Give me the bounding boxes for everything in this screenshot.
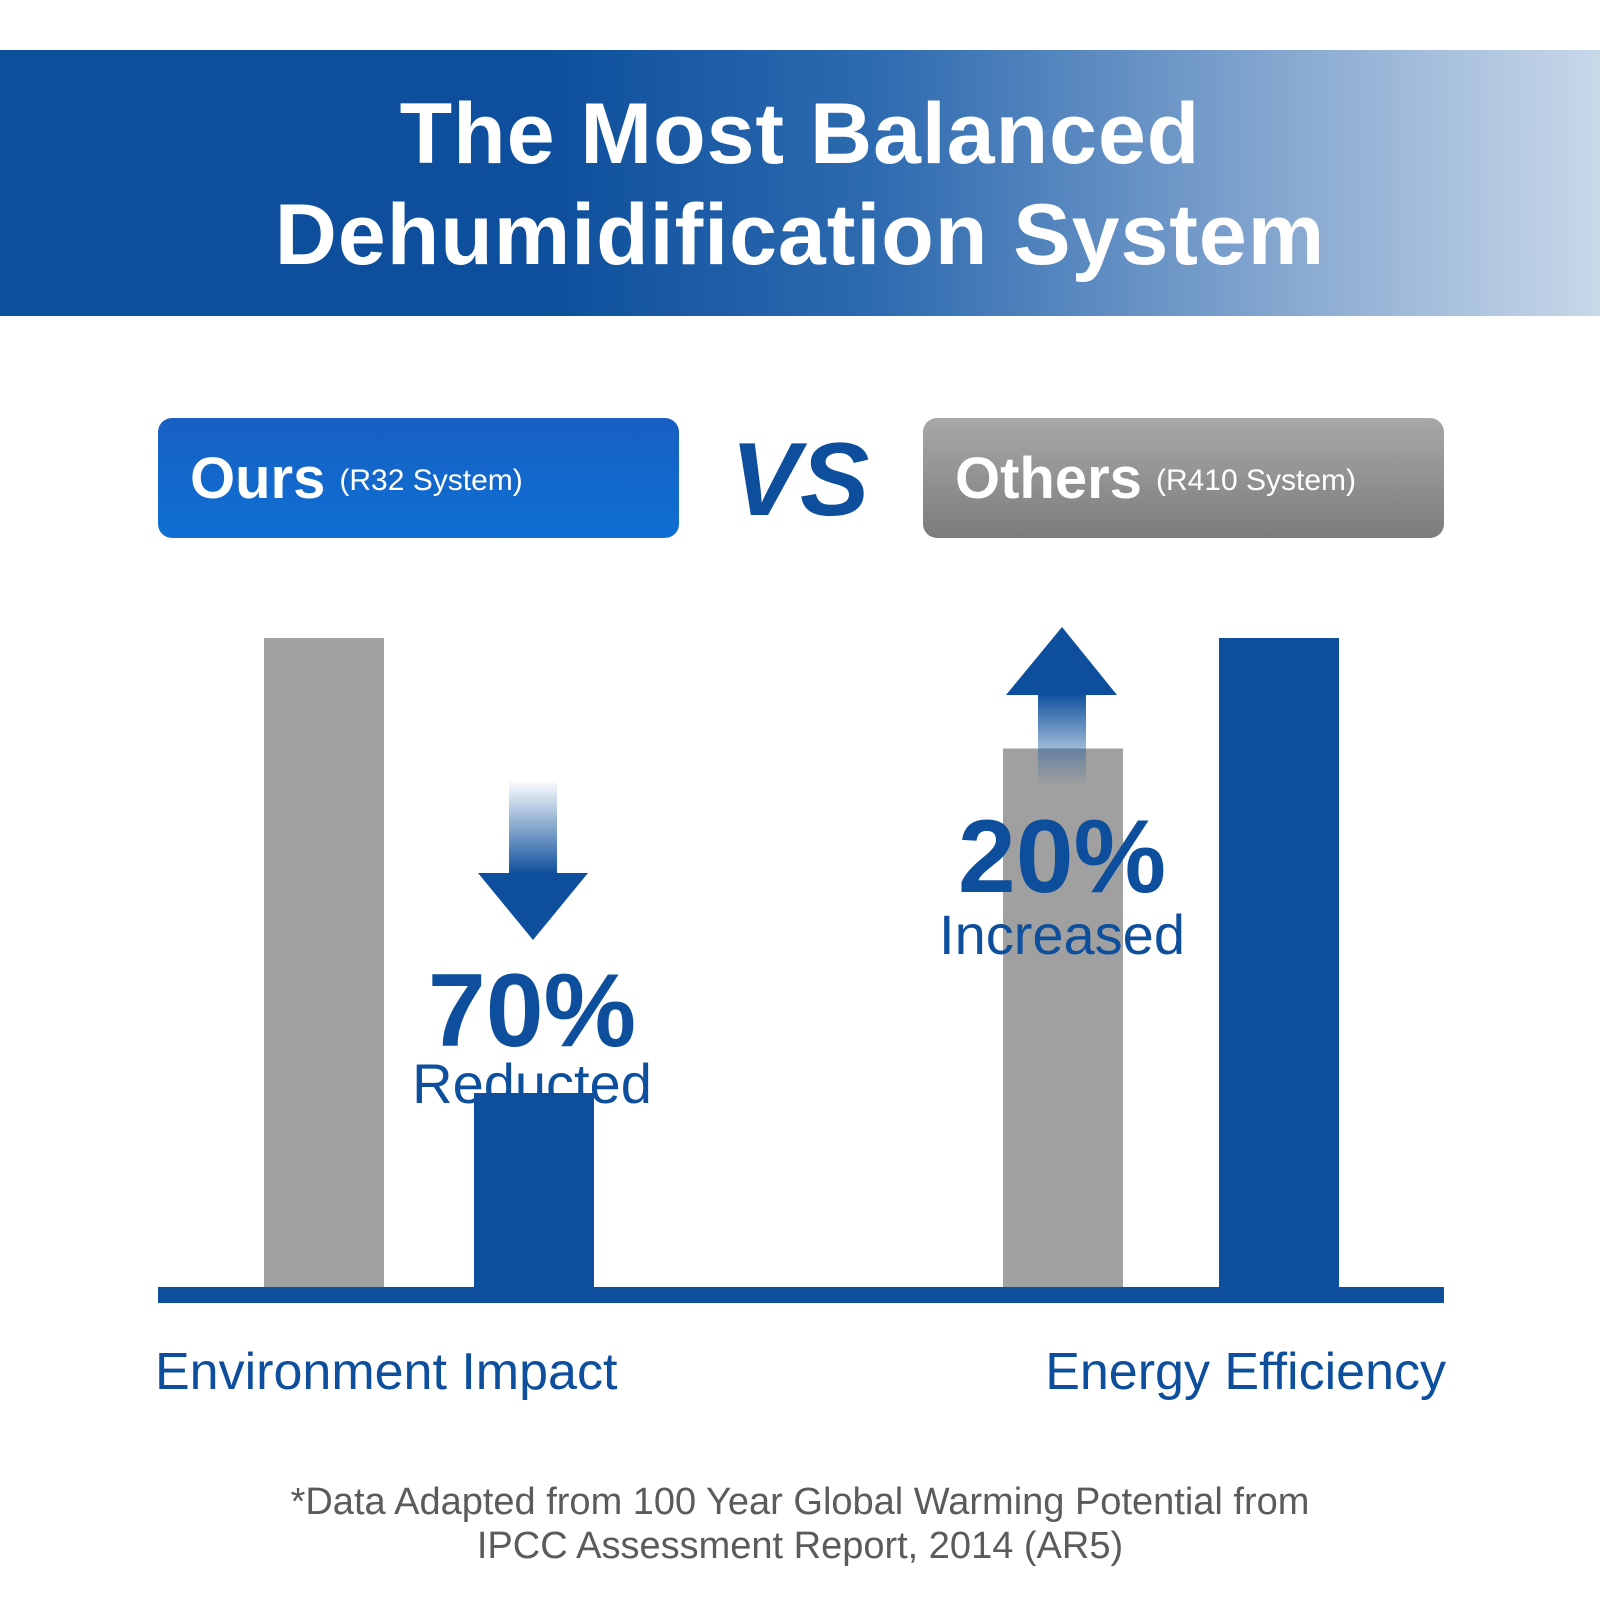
annotation-env-label: Reducted	[412, 1052, 652, 1115]
legend-others-label: Others	[955, 445, 1142, 511]
bar-environment-ours	[474, 1093, 594, 1288]
legend-ours-label: Ours	[190, 445, 326, 511]
annotation-env-value: 70%	[428, 953, 636, 1069]
annotation-eff-label: Increased	[939, 903, 1185, 966]
bar-efficiency-ours	[1219, 638, 1339, 1288]
category-label-environment: Environment Impact	[155, 1343, 618, 1401]
bar-chart: 70% Reducted 20% Increased Environment I…	[155, 627, 1446, 1401]
up-arrow-icon	[1006, 627, 1117, 785]
vs-label: VS	[730, 422, 870, 538]
title-banner	[0, 50, 1600, 316]
legend-others-sub: (R410 System)	[1155, 464, 1357, 497]
annotation-eff-value: 20%	[958, 799, 1166, 915]
footnote-line-1: *Data Adapted from 100 Year Global Warmi…	[290, 1481, 1310, 1523]
title-line-1: The Most Balanced	[399, 86, 1201, 182]
footnote-line-2: IPCC Assessment Report, 2014 (AR5)	[476, 1525, 1124, 1567]
x-axis-baseline	[158, 1287, 1444, 1303]
bar-efficiency-others	[1003, 748, 1123, 1288]
bar-environment-others	[264, 638, 384, 1288]
legend-others: Others (R410 System)	[923, 418, 1444, 538]
category-label-efficiency: Energy Efficiency	[1045, 1343, 1446, 1401]
legend-ours: Ours (R32 System)	[158, 418, 679, 538]
legend-ours-sub: (R32 System)	[339, 464, 523, 497]
down-arrow-icon	[478, 780, 588, 940]
title-line-2: Dehumidification System	[274, 187, 1326, 283]
footnote: *Data Adapted from 100 Year Global Warmi…	[0, 1480, 1600, 1568]
